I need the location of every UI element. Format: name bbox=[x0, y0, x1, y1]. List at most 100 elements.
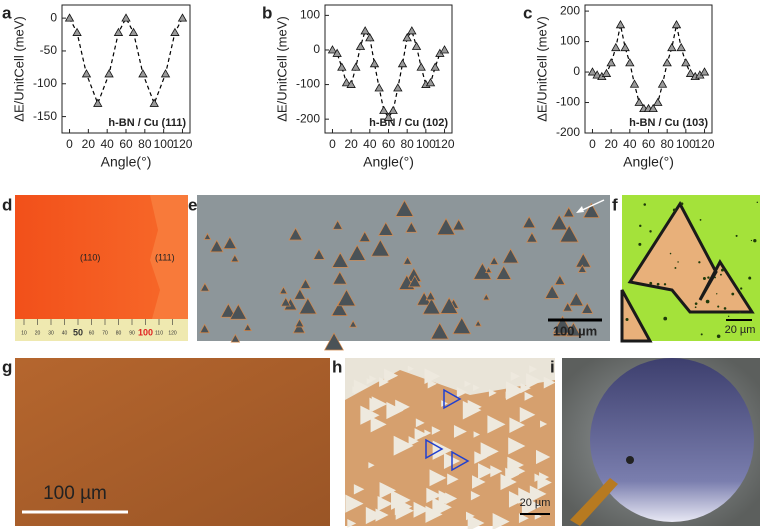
domain bbox=[331, 252, 349, 268]
data-point bbox=[341, 78, 352, 87]
domain bbox=[452, 317, 472, 335]
particle bbox=[721, 268, 724, 272]
domain bbox=[358, 230, 371, 242]
particle bbox=[694, 302, 698, 305]
data-point bbox=[113, 27, 124, 36]
domain bbox=[536, 449, 551, 465]
panel-label: h bbox=[332, 357, 342, 376]
grain bbox=[150, 195, 188, 319]
particle bbox=[716, 334, 721, 339]
ruler-label: 110 bbox=[155, 330, 163, 336]
y-tick-label: 0 bbox=[573, 64, 580, 78]
x-axis-label: Angle(°) bbox=[101, 154, 152, 170]
ruler-label: 70 bbox=[102, 330, 108, 336]
data-point bbox=[685, 68, 696, 77]
domain bbox=[230, 333, 241, 343]
domain bbox=[508, 491, 526, 508]
y-tick-label: -200 bbox=[556, 125, 580, 139]
domain bbox=[568, 292, 584, 307]
domain bbox=[487, 415, 506, 434]
domain bbox=[439, 297, 459, 314]
particle bbox=[669, 252, 672, 255]
data-point bbox=[402, 33, 412, 42]
data-point bbox=[355, 41, 366, 50]
domain bbox=[464, 380, 472, 388]
domain bbox=[402, 256, 413, 265]
domain bbox=[331, 300, 348, 316]
particle bbox=[656, 282, 660, 286]
data-point bbox=[648, 103, 658, 113]
x-tick-label: 20 bbox=[82, 137, 96, 151]
domain bbox=[294, 318, 305, 328]
domain bbox=[353, 379, 369, 395]
domain bbox=[505, 391, 513, 399]
y-tick-label: 100 bbox=[560, 34, 580, 48]
domain bbox=[347, 518, 357, 528]
data-point bbox=[671, 20, 682, 29]
domain bbox=[368, 462, 375, 469]
x-tick-label: 20 bbox=[604, 137, 618, 151]
domain bbox=[474, 319, 482, 327]
micrograph bbox=[197, 195, 610, 341]
particle bbox=[740, 287, 743, 290]
flake bbox=[620, 289, 653, 343]
domain bbox=[407, 365, 414, 372]
data-point bbox=[439, 45, 450, 54]
y-tick-label: -100 bbox=[296, 77, 320, 91]
particle bbox=[680, 202, 684, 206]
particle bbox=[717, 305, 720, 308]
panel-label: e bbox=[188, 195, 197, 214]
domain bbox=[431, 426, 441, 435]
grain-label: (110) bbox=[80, 252, 100, 262]
panel-e: 100 µm bbox=[197, 195, 610, 351]
data-point bbox=[587, 67, 598, 76]
domain bbox=[472, 475, 486, 489]
domain bbox=[293, 288, 307, 300]
domain bbox=[203, 232, 212, 240]
domain bbox=[345, 494, 364, 513]
grain-label: (111) bbox=[155, 252, 175, 262]
particle bbox=[707, 276, 710, 279]
domain bbox=[495, 265, 512, 280]
domain bbox=[280, 296, 292, 307]
particle bbox=[638, 242, 642, 246]
panel-h: 20 µm bbox=[345, 358, 556, 529]
data-point bbox=[611, 42, 621, 52]
domain bbox=[562, 206, 575, 218]
y-tick-label: -200 bbox=[296, 111, 320, 125]
panel-label: d bbox=[2, 195, 12, 214]
particle bbox=[699, 219, 702, 221]
data-point bbox=[634, 97, 644, 106]
data-point bbox=[346, 79, 356, 88]
particle bbox=[720, 273, 722, 276]
domain bbox=[489, 256, 499, 265]
domain bbox=[408, 436, 419, 447]
ruler-label: 30 bbox=[48, 330, 54, 336]
domain bbox=[299, 278, 312, 289]
y-tick-label: 100 bbox=[300, 8, 320, 22]
domain bbox=[220, 303, 237, 318]
particle bbox=[663, 283, 667, 286]
domain bbox=[243, 323, 252, 331]
data-point bbox=[337, 62, 347, 71]
domain bbox=[360, 405, 380, 425]
particle bbox=[756, 201, 759, 204]
domain bbox=[559, 224, 579, 243]
particle bbox=[663, 316, 668, 321]
data-point bbox=[657, 79, 668, 88]
domain bbox=[348, 244, 367, 261]
domain bbox=[582, 202, 600, 218]
domain bbox=[413, 501, 430, 518]
data-point bbox=[653, 97, 663, 106]
ruler-label: 10 bbox=[21, 330, 27, 336]
x-axis-label: Angle(°) bbox=[363, 154, 414, 170]
domain bbox=[485, 266, 493, 273]
domain bbox=[524, 391, 534, 401]
domain bbox=[386, 401, 404, 420]
domain bbox=[348, 320, 358, 328]
domain bbox=[436, 217, 456, 236]
domain bbox=[332, 271, 348, 285]
domain bbox=[470, 490, 481, 501]
domain bbox=[408, 275, 422, 288]
